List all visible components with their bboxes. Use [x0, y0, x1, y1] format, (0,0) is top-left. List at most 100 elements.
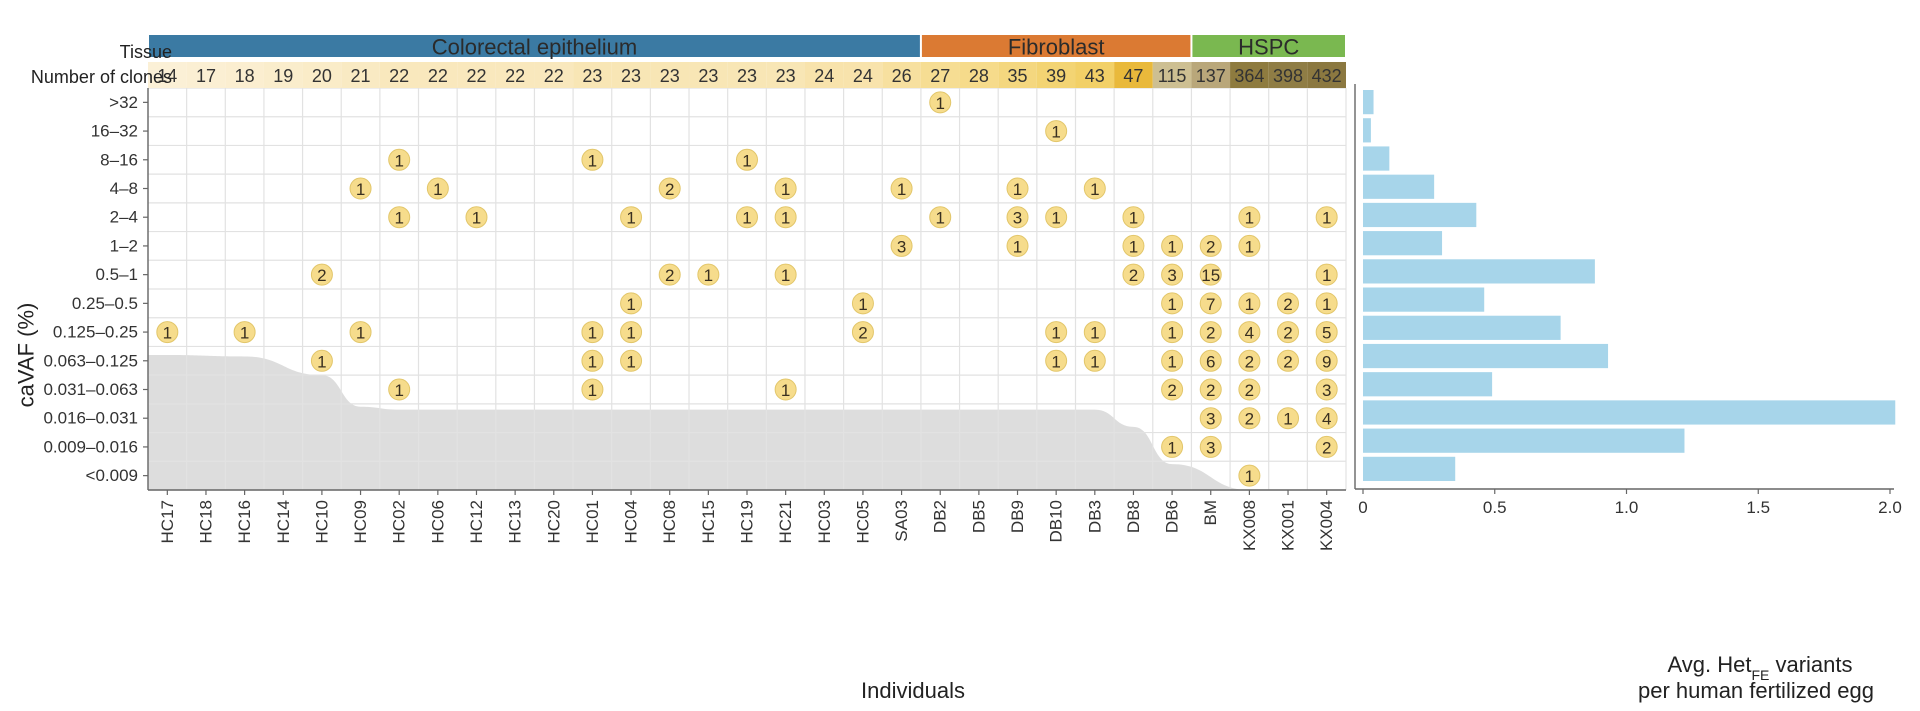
- shaded-region: [148, 355, 1346, 490]
- clone-cell: [379, 62, 419, 88]
- count-badge: 1: [1006, 177, 1029, 200]
- clone-count: 23: [737, 66, 757, 86]
- count-value: 1: [1013, 180, 1022, 199]
- count-badge-circle: [581, 349, 604, 372]
- count-value: 1: [1245, 467, 1254, 486]
- count-badge: 3: [1006, 206, 1029, 229]
- count-value: 1: [1090, 352, 1099, 371]
- count-badge-circle: [697, 263, 720, 286]
- clone-cell: [920, 62, 960, 88]
- count-badge: 2: [310, 263, 333, 286]
- count-badge-circle: [929, 91, 952, 114]
- count-badge: 1: [620, 349, 643, 372]
- count-badge: 1: [1161, 349, 1184, 372]
- clone-cell: [418, 62, 458, 88]
- count-badge-circle: [1277, 292, 1300, 315]
- vaf-bin-label: 8–16: [100, 150, 138, 169]
- clones-row-label: Number of clones: [31, 67, 172, 87]
- tissue-segment: [1192, 35, 1345, 57]
- count-badge: 3: [1315, 378, 1338, 401]
- individual-label: DB6: [1163, 500, 1182, 533]
- count-value: 2: [858, 324, 867, 343]
- count-value: 6: [1206, 352, 1215, 371]
- clone-cell: [1307, 62, 1346, 88]
- clone-cell: [302, 62, 342, 88]
- count-badge: 1: [929, 206, 952, 229]
- count-value: 1: [1051, 324, 1060, 343]
- count-badge-circle: [581, 378, 604, 401]
- count-badge: 1: [1238, 292, 1261, 315]
- count-badge: 2: [1238, 407, 1261, 430]
- count-value: 3: [1013, 209, 1022, 228]
- count-badge: 1: [1083, 349, 1106, 372]
- vaf-bin-label: 0.009–0.016: [43, 437, 138, 456]
- clone-cell: [534, 62, 574, 88]
- clone-cell: [1075, 62, 1115, 88]
- count-badge-circle: [388, 378, 411, 401]
- count-badges: 111 1 11 1 2 1 1 1 11 1 1 1 1 1 3 1 1 1 13 1 1 1 2 12 2 1 1 2 3 15 11 1…: [156, 91, 1338, 487]
- count-badge-circle: [1161, 349, 1184, 372]
- count-value: 1: [317, 352, 326, 371]
- count-badge: 2: [658, 263, 681, 286]
- count-value: 1: [781, 381, 790, 400]
- individual-label: HC21: [776, 500, 795, 543]
- count-badge: 1: [1238, 464, 1261, 487]
- count-badge-circle: [233, 321, 256, 344]
- count-badge-circle: [774, 206, 797, 229]
- clone-count: 22: [466, 66, 486, 86]
- clone-cell: [148, 62, 187, 88]
- individual-label: KX001: [1279, 500, 1298, 551]
- count-value: 9: [1322, 352, 1331, 371]
- count-value: 2: [1167, 381, 1176, 400]
- count-value: 1: [1167, 438, 1176, 457]
- individual-label: HC16: [235, 500, 254, 543]
- clone-count: 23: [776, 66, 796, 86]
- count-badge-circle: [349, 177, 372, 200]
- vaf-bin-label: 0.031–0.063: [43, 380, 138, 399]
- count-badge-circle: [1199, 378, 1222, 401]
- count-badge-circle: [1238, 234, 1261, 257]
- count-badge: 1: [349, 177, 372, 200]
- clone-cell: [959, 62, 999, 88]
- bar-x-tick-label: 0.5: [1483, 498, 1507, 517]
- count-value: 1: [781, 180, 790, 199]
- clone-count: 115: [1158, 66, 1187, 86]
- count-badge: 1: [388, 206, 411, 229]
- count-value: 1: [1129, 209, 1138, 228]
- count-badge: 1: [1238, 206, 1261, 229]
- count-badge-circle: [1161, 292, 1184, 315]
- bar: [1363, 259, 1595, 284]
- count-value: 1: [1167, 352, 1176, 371]
- individual-label: HC01: [583, 500, 602, 543]
- clone-count: 22: [544, 66, 564, 86]
- count-badge: 1: [774, 263, 797, 286]
- count-value: 2: [1283, 295, 1292, 314]
- count-badge: 1: [465, 206, 488, 229]
- count-badge-circle: [1238, 407, 1261, 430]
- bar-chart: 0 0.5 1.0 1.5 2.0: [1354, 84, 1902, 517]
- individual-label: HC13: [506, 500, 525, 543]
- count-badge: 1: [1161, 435, 1184, 458]
- count-badge: 1: [1045, 349, 1068, 372]
- count-badge-circle: [1199, 292, 1222, 315]
- count-badge: 2: [1199, 321, 1222, 344]
- count-badge: 2: [1277, 292, 1300, 315]
- bar-x-tick-label: 1.5: [1746, 498, 1770, 517]
- clone-cell: [1191, 62, 1231, 88]
- count-badge: 1: [1315, 263, 1338, 286]
- individual-label: HC04: [622, 500, 641, 543]
- count-badge: 1: [426, 177, 449, 200]
- count-value: 1: [1245, 237, 1254, 256]
- count-badge: 1: [1122, 206, 1145, 229]
- count-badge-circle: [465, 206, 488, 229]
- count-badge-circle: [1122, 263, 1145, 286]
- count-badge: 2: [1238, 378, 1261, 401]
- count-badge: 1: [1045, 321, 1068, 344]
- count-badge: 1: [774, 206, 797, 229]
- count-badge: 1: [1083, 177, 1106, 200]
- count-badge-circle: [620, 292, 643, 315]
- count-badge-circle: [1083, 177, 1106, 200]
- count-badge-circle: [1006, 206, 1029, 229]
- count-value: 2: [1129, 266, 1138, 285]
- count-badge: 1: [1083, 321, 1106, 344]
